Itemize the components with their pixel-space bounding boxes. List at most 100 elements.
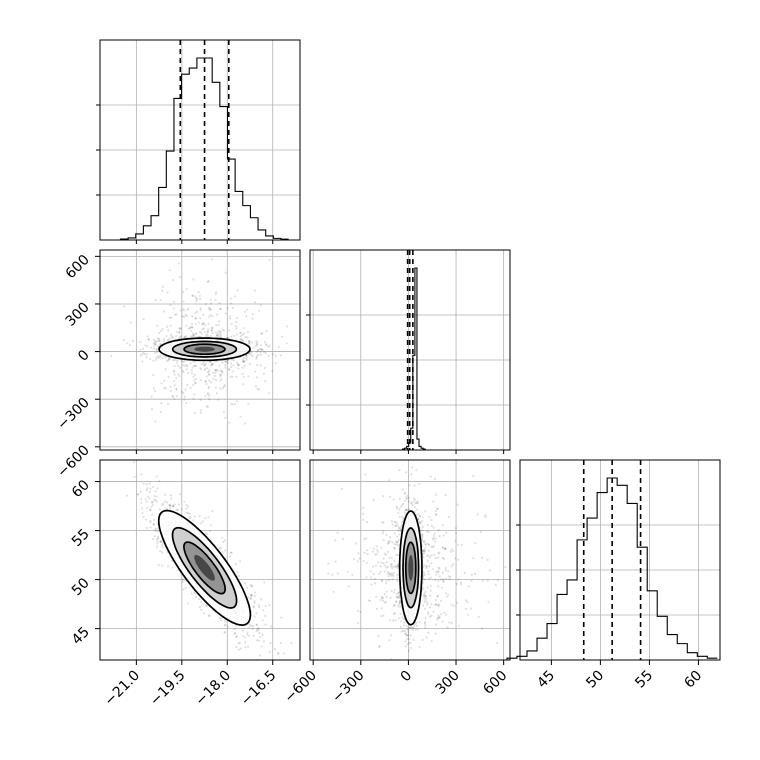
- sample-point: [204, 362, 208, 365]
- y-axis-1: −600 −300 0 300 600: [54, 252, 100, 481]
- sample-point: [384, 553, 387, 556]
- sample-point: [253, 600, 256, 603]
- sample-point: [219, 375, 222, 378]
- sample-point: [245, 315, 248, 318]
- sample-point: [236, 363, 240, 366]
- sample-point: [381, 521, 384, 524]
- sample-point: [435, 514, 438, 517]
- sample-point: [279, 641, 282, 645]
- sample-point: [185, 314, 188, 318]
- sample-point: [248, 626, 251, 629]
- sample-point: [234, 403, 237, 406]
- sample-point: [386, 572, 389, 575]
- sample-point: [242, 383, 245, 386]
- sample-point: [230, 551, 233, 554]
- sample-point: [395, 565, 398, 569]
- sample-point: [267, 354, 270, 357]
- sample-point: [208, 306, 211, 309]
- sample-point: [193, 379, 196, 382]
- sample-point: [175, 335, 178, 338]
- sample-point: [415, 468, 418, 472]
- sample-point: [390, 572, 393, 575]
- sample-point: [436, 603, 439, 606]
- sample-point: [454, 539, 457, 542]
- sample-point: [203, 364, 206, 367]
- sample-point: [172, 336, 175, 339]
- histogram-step-line: [390, 267, 432, 451]
- sample-point: [258, 347, 262, 351]
- histogram-bin: [647, 591, 657, 660]
- sample-point: [251, 355, 254, 358]
- sample-point: [445, 531, 448, 534]
- sample-point: [351, 573, 354, 576]
- sample-point: [156, 355, 159, 358]
- sample-point: [258, 631, 261, 635]
- sample-point: [465, 599, 468, 602]
- sample-point: [248, 634, 251, 637]
- sample-point: [382, 495, 385, 498]
- sample-point: [437, 566, 440, 569]
- sample-point: [156, 324, 159, 327]
- sample-point: [159, 298, 162, 301]
- sample-point: [215, 313, 219, 316]
- sample-point: [149, 358, 152, 361]
- sample-point: [241, 338, 244, 341]
- sample-point: [393, 604, 396, 608]
- sample-point: [401, 616, 404, 619]
- sample-point: [327, 572, 330, 575]
- sample-point: [237, 641, 240, 645]
- sample-point: [207, 322, 210, 325]
- histogram-panel-2: [506, 459, 721, 661]
- sample-point: [408, 626, 411, 629]
- sample-point: [192, 333, 195, 336]
- sample-point: [496, 641, 499, 645]
- sample-point: [161, 289, 164, 292]
- sample-point: [408, 642, 411, 645]
- sample-point: [406, 628, 409, 631]
- sample-point: [169, 385, 172, 388]
- y-tick-label: 600: [63, 252, 93, 282]
- sample-point: [191, 294, 194, 297]
- sample-point: [220, 547, 223, 550]
- sample-point: [366, 549, 369, 552]
- sample-point: [253, 370, 257, 373]
- sample-point: [457, 578, 460, 581]
- sample-point: [422, 587, 425, 590]
- sample-point: [441, 556, 444, 560]
- sample-point: [331, 573, 334, 576]
- sample-point: [426, 603, 429, 606]
- sample-point: [157, 530, 160, 533]
- sample-point: [188, 327, 191, 330]
- sample-point: [156, 350, 159, 354]
- sample-point: [429, 475, 432, 478]
- sample-point: [160, 402, 163, 405]
- sample-point: [424, 510, 427, 513]
- sample-point: [487, 600, 490, 604]
- sample-point: [424, 595, 428, 598]
- sample-point: [230, 551, 233, 554]
- sample-point: [223, 624, 227, 627]
- sample-point: [385, 582, 388, 585]
- sample-point: [177, 365, 180, 368]
- sample-point: [163, 379, 166, 382]
- sample-point: [416, 628, 419, 631]
- sample-point: [183, 500, 186, 503]
- sample-point: [242, 327, 245, 330]
- sample-point: [447, 594, 450, 597]
- sample-point: [372, 550, 375, 553]
- sample-point: [214, 369, 217, 372]
- sample-point: [268, 650, 271, 654]
- sample-point: [170, 497, 173, 500]
- sample-point: [187, 505, 190, 508]
- sample-point: [169, 504, 172, 507]
- sample-point: [194, 377, 197, 380]
- sample-point: [161, 542, 164, 545]
- sample-point: [181, 369, 184, 372]
- sample-point: [277, 652, 280, 655]
- sample-point: [263, 366, 267, 370]
- sample-point: [165, 335, 168, 338]
- sample-point: [452, 549, 455, 553]
- sample-point: [198, 294, 201, 297]
- sample-point: [398, 533, 401, 536]
- sample-point: [385, 534, 388, 537]
